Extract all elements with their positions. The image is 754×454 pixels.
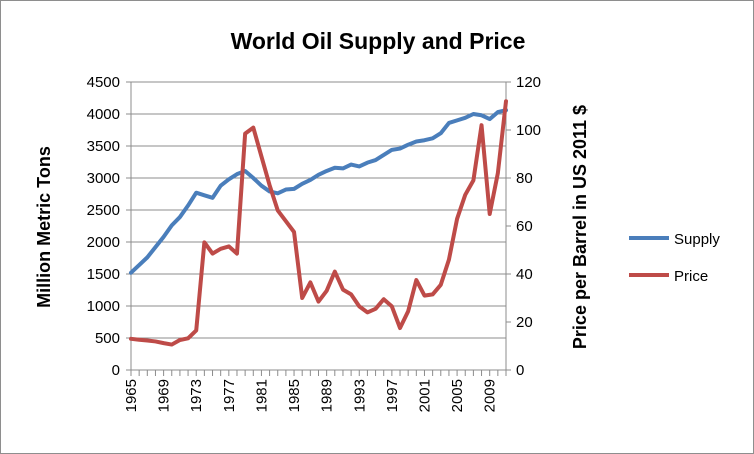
x-tick-label: 1977 — [221, 379, 238, 412]
y-tick-label: 4500 — [87, 74, 120, 91]
y2-tick-label: 0 — [516, 362, 524, 379]
legend-label-price: Price — [674, 268, 708, 285]
y-tick-label: 3000 — [87, 170, 120, 187]
legend: Supply Price — [629, 231, 720, 285]
axes — [126, 81, 511, 376]
x-tick-label: 1997 — [384, 379, 401, 412]
x-axis-ticks: 1965 1969 1973 1977 1981 1985 1989 1993 1997 2001… — [123, 379, 499, 412]
y-tick-label: 1500 — [87, 266, 120, 283]
y-axis-ticks: 0 500 1000 1500 2000 2500 3000 3500 4000 4500 — [87, 74, 120, 379]
y2-tick-label: 120 — [516, 74, 541, 91]
y-tick-label: 500 — [95, 330, 120, 347]
y-tick-label: 0 — [112, 362, 120, 379]
x-tick-label: 1985 — [286, 379, 303, 412]
y2-tick-label: 100 — [516, 122, 541, 139]
y2-axis-ticks: 0 20 40 60 80 100 120 — [516, 74, 541, 379]
y-axis-title: Million Metric Tons — [34, 146, 54, 308]
y-tick-label: 3500 — [87, 138, 120, 155]
series-line-price — [129, 99, 508, 347]
y2-tick-label: 40 — [516, 266, 533, 283]
y2-tick-label: 80 — [516, 170, 533, 187]
series-lines — [129, 99, 508, 347]
x-tick-label: 1993 — [351, 379, 368, 412]
y-tick-label: 1000 — [87, 298, 120, 315]
y2-tick-label: 60 — [516, 218, 533, 235]
gridlines — [131, 81, 506, 339]
x-tick-label: 1969 — [156, 379, 173, 412]
x-tick-label: 2005 — [449, 379, 466, 412]
y-tick-label: 2500 — [87, 202, 120, 219]
x-tick-label: 1989 — [319, 379, 336, 412]
x-tick-label: 2009 — [482, 379, 499, 412]
y-tick-label: 2000 — [87, 234, 120, 251]
x-tick-label: 1973 — [188, 379, 205, 412]
legend-label-supply: Supply — [674, 231, 720, 248]
x-tick-label: 2001 — [416, 379, 433, 412]
y2-tick-label: 20 — [516, 314, 533, 331]
series-line-supply — [129, 108, 508, 275]
x-tick-label: 1981 — [253, 379, 270, 412]
y-tick-label: 4000 — [87, 106, 120, 123]
chart-title: World Oil Supply and Price — [231, 28, 526, 54]
x-tick-label: 1965 — [123, 379, 140, 412]
y2-axis-title: Price per Barrel in US 2011 $ — [570, 105, 590, 349]
